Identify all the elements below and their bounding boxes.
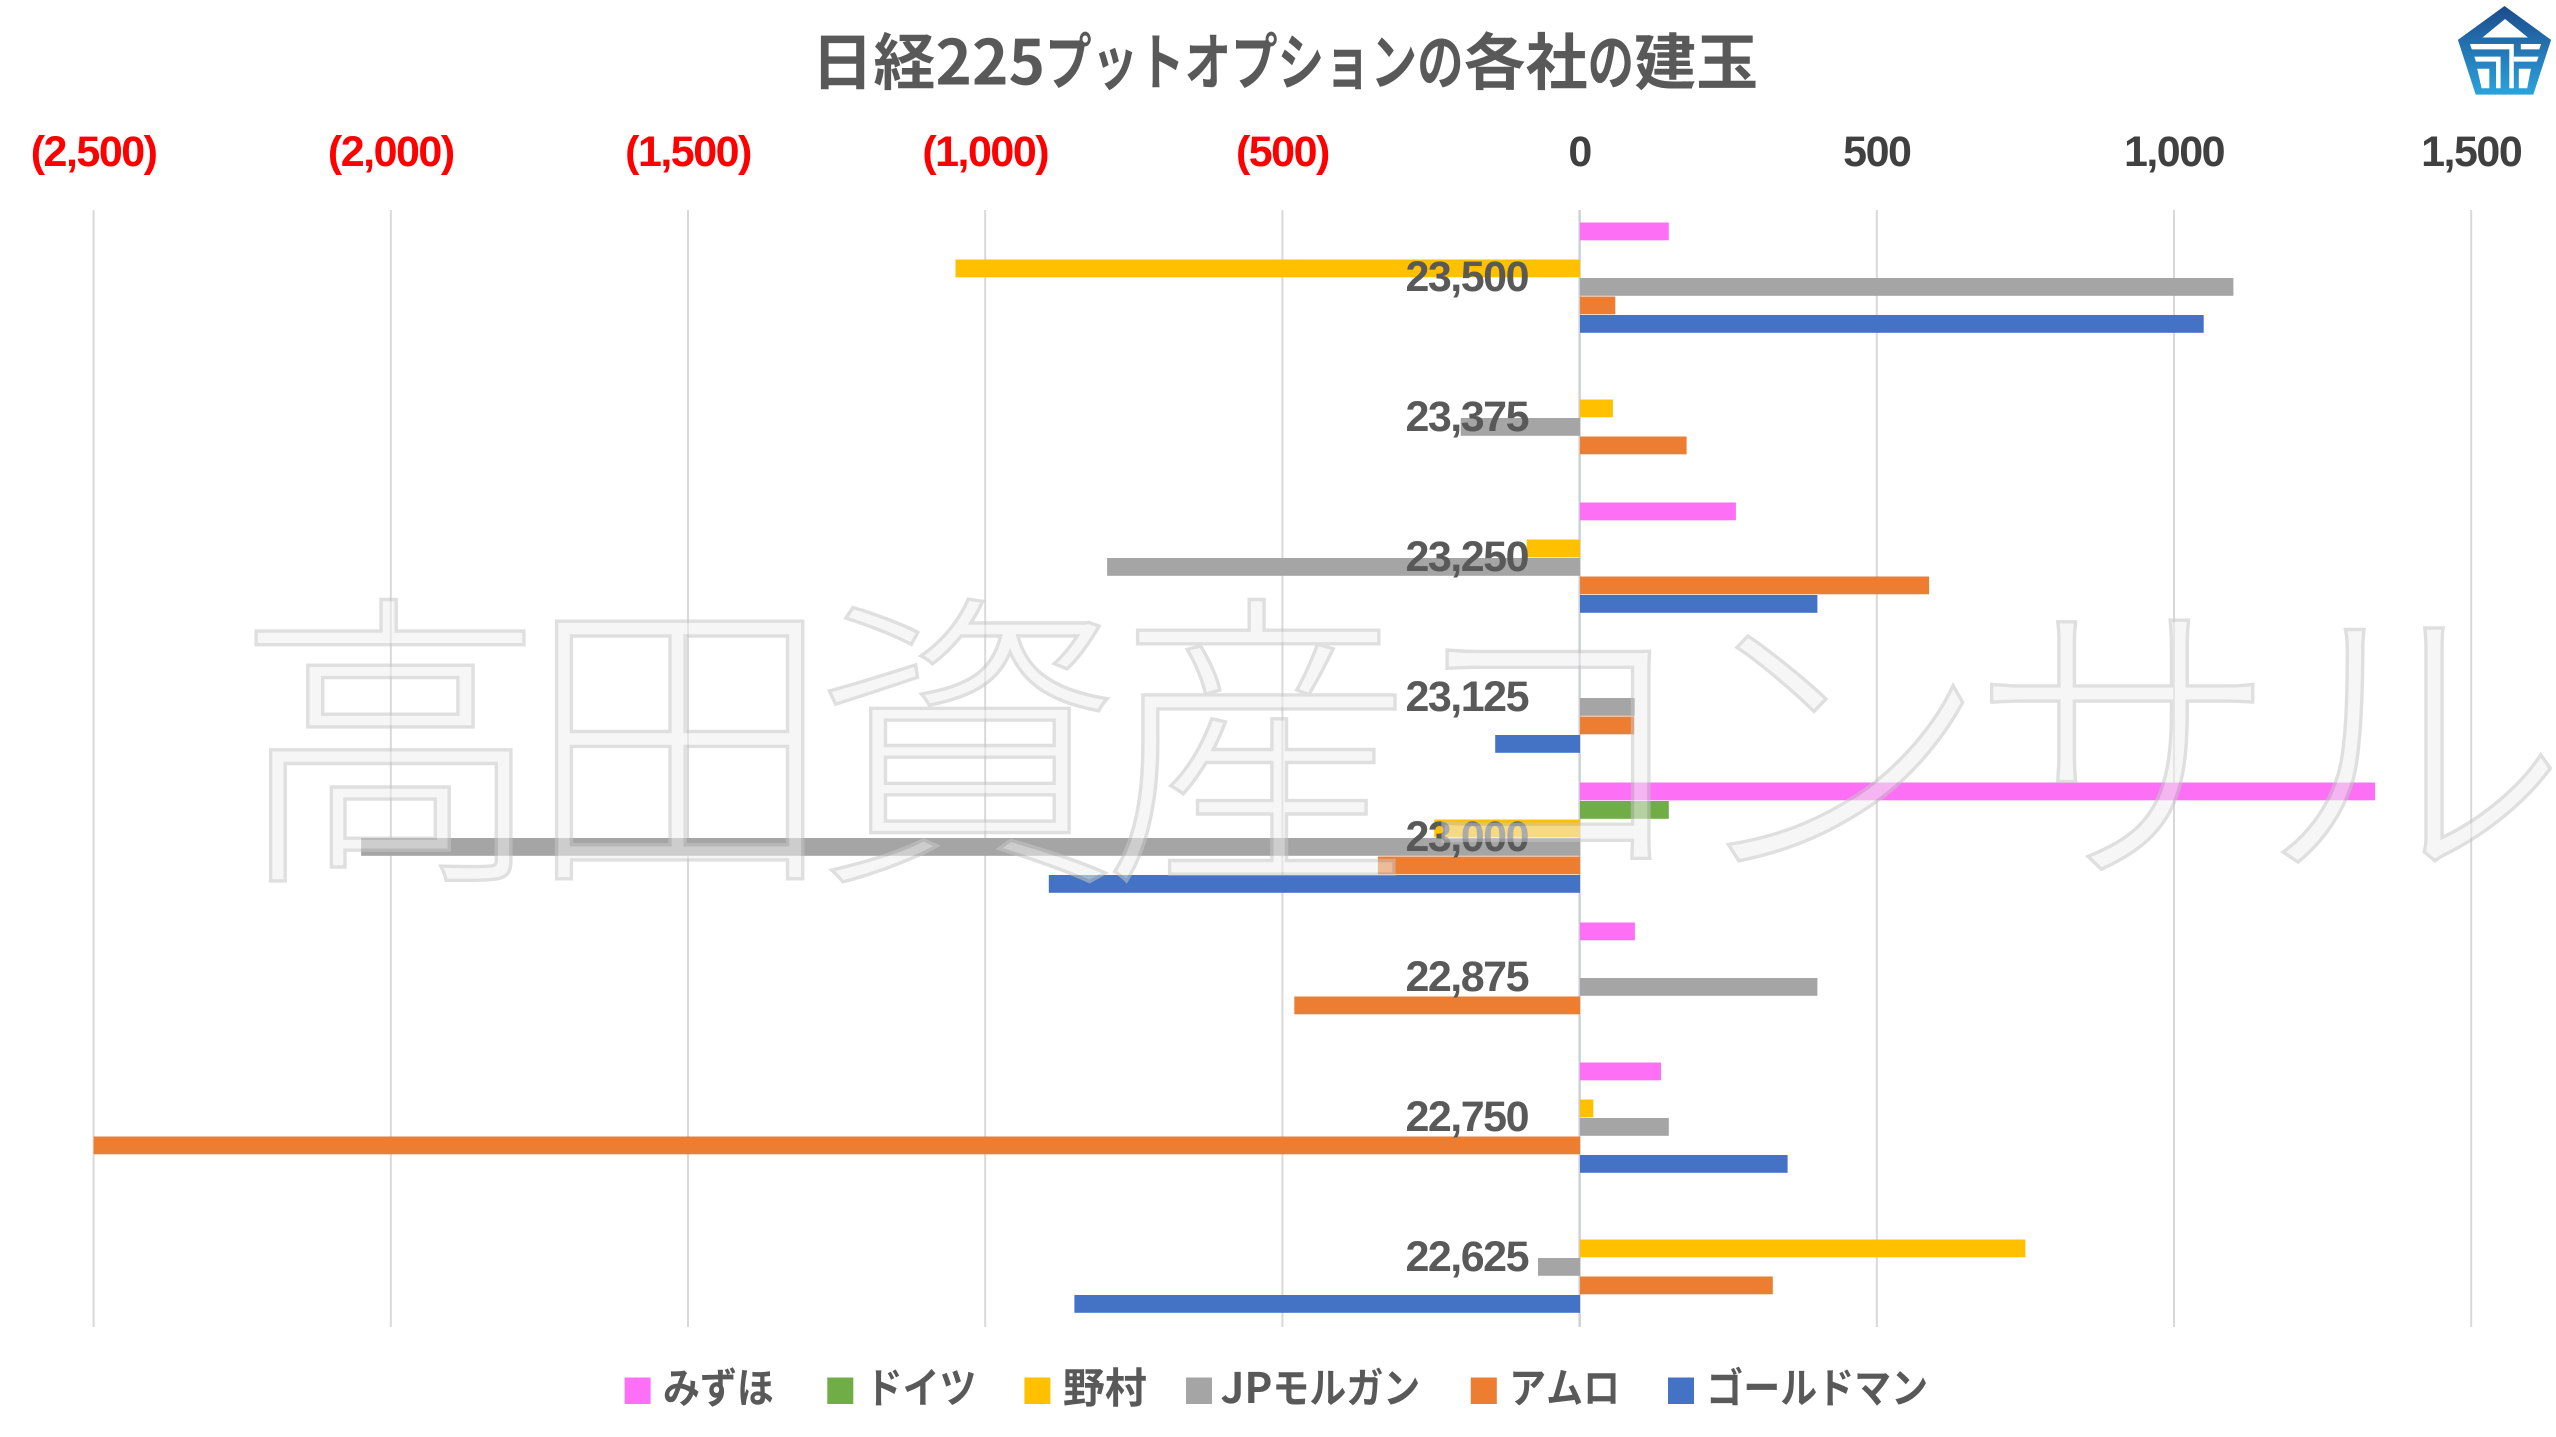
svg-text:22,625: 22,625 <box>1405 1233 1528 1281</box>
svg-text:22,875: 22,875 <box>1405 953 1528 1001</box>
svg-text:1,000: 1,000 <box>2124 128 2225 176</box>
svg-text:(1,000): (1,000) <box>922 128 1048 176</box>
svg-text:1,500: 1,500 <box>2421 128 2522 176</box>
svg-text:(1,500): (1,500) <box>625 128 751 176</box>
svg-text:500: 500 <box>1843 128 1911 176</box>
svg-text:23,125: 23,125 <box>1405 673 1528 721</box>
svg-text:23,375: 23,375 <box>1405 393 1528 441</box>
svg-text:(500): (500) <box>1236 128 1329 176</box>
svg-text:(2,500): (2,500) <box>31 128 157 176</box>
svg-text:0: 0 <box>1568 128 1591 176</box>
svg-text:22,750: 22,750 <box>1405 1093 1528 1141</box>
svg-text:(2,000): (2,000) <box>328 128 454 176</box>
svg-text:23,500: 23,500 <box>1405 253 1528 301</box>
svg-text:23,250: 23,250 <box>1405 533 1528 581</box>
